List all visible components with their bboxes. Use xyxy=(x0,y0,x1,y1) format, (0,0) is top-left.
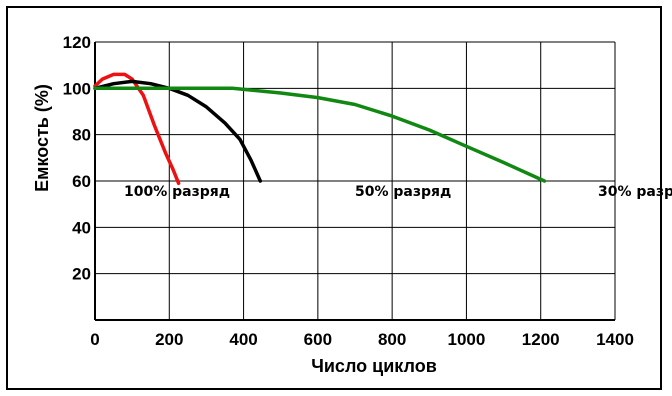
series-label-0: 100% разряд xyxy=(124,184,230,200)
series-line-2 xyxy=(93,86,547,183)
x-tick-label: 800 xyxy=(378,330,406,349)
series-layer xyxy=(93,72,547,186)
y-tick-label: 80 xyxy=(72,126,91,145)
tick-labels: 0 200 400 600 800 1000 1200 1400 20 40 60 80 100 120 xyxy=(63,33,634,349)
x-tick-label: 1400 xyxy=(596,330,634,349)
x-tick-label: 200 xyxy=(155,330,183,349)
chart-frame xyxy=(6,6,662,390)
x-tick-label: 1200 xyxy=(522,330,560,349)
x-axis-title: Число циклов xyxy=(311,356,437,376)
y-tick-label: 40 xyxy=(72,218,91,237)
grid xyxy=(94,41,616,321)
x-tick-label: 0 xyxy=(90,330,99,349)
x-tick-label: 1000 xyxy=(448,330,486,349)
y-tick-label: 20 xyxy=(72,265,91,284)
series-line-1 xyxy=(93,79,263,183)
y-tick-label: 120 xyxy=(63,33,91,52)
series-label-1: 50% разряд xyxy=(355,184,451,200)
y-tick-label: 60 xyxy=(72,172,91,191)
series-labels: 100% разряд 50% разряд 30% разряд xyxy=(124,184,672,200)
y-axis-title: Емкость (%) xyxy=(32,84,52,192)
x-tick-label: 400 xyxy=(229,330,257,349)
y-tick-label: 100 xyxy=(63,79,91,98)
series-line-0 xyxy=(93,72,181,186)
x-tick-label: 600 xyxy=(304,330,332,349)
series-label-2: 30% разряд xyxy=(598,184,672,200)
